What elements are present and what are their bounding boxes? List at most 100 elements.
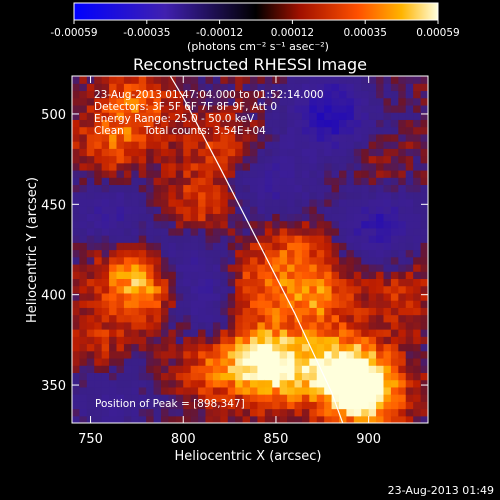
heatmap-cell <box>324 126 333 135</box>
heatmap-cell <box>301 357 310 366</box>
heatmap-cell <box>250 365 259 373</box>
heatmap-cell <box>161 415 170 423</box>
heatmap-cell <box>168 141 177 149</box>
heatmap-cell <box>324 112 333 120</box>
heatmap-cell <box>227 169 236 178</box>
heatmap-cell <box>324 83 333 92</box>
heatmap-cell <box>324 220 333 229</box>
heatmap-cell <box>116 191 125 200</box>
heatmap-cell <box>146 278 155 287</box>
heatmap-cell <box>287 83 296 92</box>
heatmap-cell <box>94 133 103 142</box>
heatmap-cell <box>168 242 177 251</box>
heatmap-cell <box>227 155 236 164</box>
heatmap-cell <box>264 206 273 214</box>
heatmap-cell <box>131 235 140 243</box>
heatmap-cell <box>116 235 125 243</box>
heatmap-cell <box>383 76 392 84</box>
heatmap-cell <box>420 372 428 381</box>
heatmap-cell <box>161 227 170 236</box>
heatmap-cell <box>123 235 132 243</box>
heatmap-cell <box>398 126 407 135</box>
heatmap-cell <box>242 184 251 193</box>
colorbar-tick-label: 0.00012 <box>271 27 314 39</box>
heatmap-cell <box>250 141 259 149</box>
heatmap-cell <box>227 271 236 280</box>
heatmap-cell <box>235 177 244 186</box>
heatmap-cell <box>264 213 273 222</box>
heatmap-cell <box>220 372 229 381</box>
heatmap-cell <box>420 278 428 287</box>
heatmap-cell <box>227 83 236 92</box>
heatmap-cell <box>94 97 103 106</box>
heatmap-cell <box>294 141 303 149</box>
heatmap-cell <box>227 256 236 265</box>
heatmap-cell <box>205 148 214 157</box>
heatmap-cell <box>205 220 214 229</box>
heatmap-cell <box>94 148 103 157</box>
heatmap-cell <box>339 408 348 417</box>
heatmap-cell <box>331 213 340 222</box>
heatmap-cell <box>413 278 422 287</box>
heatmap-cell <box>123 379 132 388</box>
heatmap-cell <box>368 350 377 359</box>
heatmap-cell <box>339 213 348 222</box>
heatmap-cell <box>257 155 266 164</box>
heatmap-cell <box>316 227 325 236</box>
heatmap-cell <box>227 329 236 337</box>
heatmap-cell <box>101 184 110 193</box>
x-tick-label: 850 <box>264 432 289 447</box>
heatmap-cell <box>331 256 340 265</box>
heatmap-cell <box>183 372 192 381</box>
heatmap-cell <box>79 401 88 410</box>
heatmap-cell <box>235 133 244 142</box>
heatmap-cell <box>309 112 318 120</box>
heatmap-cell <box>272 321 281 330</box>
heatmap-cell <box>220 220 229 229</box>
heatmap-cell <box>168 249 177 258</box>
heatmap-cell <box>183 379 192 388</box>
heatmap-cell <box>279 191 288 200</box>
heatmap-cell <box>279 292 288 301</box>
heatmap-cell <box>383 271 392 280</box>
heatmap-cell <box>94 249 103 258</box>
heatmap-cell <box>109 343 118 352</box>
heatmap-cell <box>123 321 132 330</box>
heatmap-cell <box>138 249 147 258</box>
heatmap-cell <box>294 343 303 352</box>
heatmap-cell <box>316 191 325 200</box>
heatmap-cell <box>212 379 221 388</box>
heatmap-cell <box>361 263 370 272</box>
heatmap-cell <box>72 365 81 373</box>
heatmap-cell <box>116 365 125 373</box>
heatmap-cell <box>294 112 303 120</box>
heatmap-cell <box>376 350 385 359</box>
heatmap-cell <box>131 126 140 135</box>
heatmap-cell <box>168 408 177 417</box>
heatmap-cell <box>242 242 251 251</box>
heatmap-cell <box>250 263 259 272</box>
heatmap-cell <box>198 213 207 222</box>
heatmap-cell <box>175 90 184 99</box>
heatmap-cell <box>368 271 377 280</box>
heatmap-cell <box>383 249 392 258</box>
heatmap-cell <box>324 191 333 200</box>
heatmap-cell <box>131 242 140 251</box>
heatmap-cell <box>109 357 118 366</box>
heatmap-cell <box>383 278 392 287</box>
heatmap-cell <box>242 401 251 410</box>
heatmap-cell <box>175 386 184 395</box>
heatmap-cell <box>390 372 399 381</box>
heatmap-cell <box>101 235 110 243</box>
heatmap-cell <box>94 263 103 272</box>
heatmap-cell <box>257 321 266 330</box>
heatmap-cell <box>205 126 214 135</box>
heatmap-cell <box>94 76 103 84</box>
heatmap-cell <box>220 242 229 251</box>
heatmap-cell <box>109 379 118 388</box>
heatmap-cell <box>161 220 170 229</box>
heatmap-cell <box>264 256 273 265</box>
heatmap-cell <box>353 249 362 258</box>
heatmap-cell <box>123 198 132 207</box>
heatmap-cell <box>205 336 214 345</box>
